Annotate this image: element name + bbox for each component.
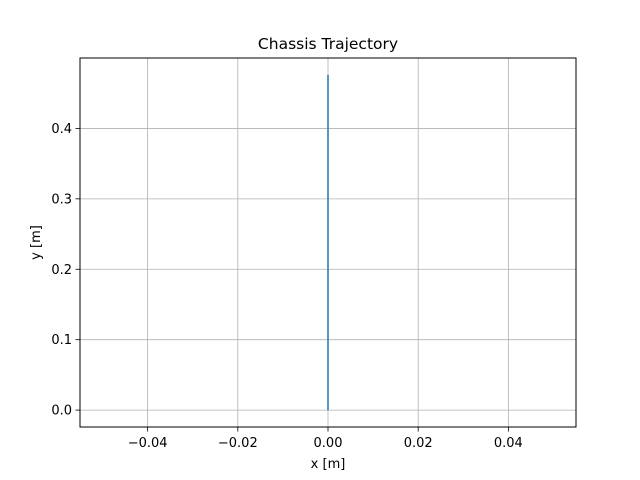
y-tick-label: 0.0 [51, 404, 72, 419]
y-axis-ticks: 0.0 0.1 0.2 0.3 0.4 [51, 122, 80, 419]
y-tick-label: 0.2 [51, 263, 72, 278]
x-tick-label: 0.00 [314, 436, 343, 451]
x-axis-ticks: −0.04 −0.02 0.00 0.02 0.04 [128, 427, 523, 451]
x-tick-label: −0.02 [218, 436, 258, 451]
y-tick-label: 0.1 [51, 333, 72, 348]
y-axis-label: y [m] [29, 225, 44, 260]
chart-title: Chassis Trajectory [258, 35, 398, 53]
x-tick-label: 0.04 [494, 436, 523, 451]
y-tick-label: 0.4 [51, 122, 72, 137]
y-tick-label: 0.3 [51, 192, 72, 207]
x-tick-label: 0.02 [404, 436, 433, 451]
x-axis-label: x [m] [311, 457, 346, 472]
x-tick-label: −0.04 [128, 436, 168, 451]
